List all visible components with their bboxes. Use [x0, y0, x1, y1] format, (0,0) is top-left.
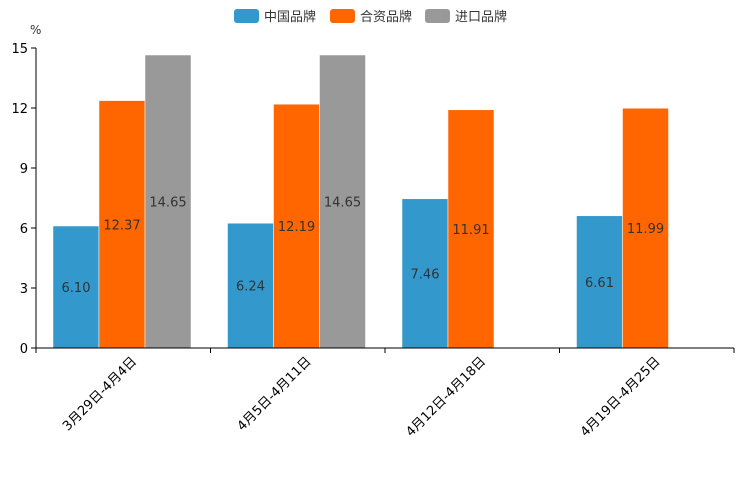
bar[interactable] [401, 198, 449, 349]
bar[interactable] [144, 54, 192, 349]
legend-label: 中国品牌 [264, 9, 316, 25]
legend-item[interactable]: 中国品牌 [234, 9, 316, 25]
bar[interactable] [576, 215, 623, 349]
bar-value-label: 12.19 [278, 220, 315, 235]
bar-value-label: 7.46 [411, 267, 440, 282]
x-axis: 3月29日-4月4日 4月5日-4月11日 4月12日-4月18日 4月19日-4月2… [35, 347, 735, 440]
bar[interactable] [622, 107, 669, 349]
bar-value-label: 6.10 [62, 281, 91, 296]
bar[interactable] [98, 100, 146, 349]
legend: 中国品牌 合资品牌 进口品牌 [234, 9, 507, 25]
y-axis-unit-label: % [30, 23, 41, 37]
x-tick-label: 3月29日-4月4日 [60, 354, 140, 434]
bar-value-label: 6.61 [585, 276, 614, 291]
legend-swatch [425, 9, 450, 23]
legend-swatch [234, 9, 259, 23]
bar[interactable] [227, 222, 274, 349]
y-axis: 0 3 6 9 12 15 [11, 42, 37, 357]
y-tick-label: 0 [20, 342, 28, 357]
x-tick-label: 4月19日-4月25日 [578, 354, 664, 440]
y-tick-label: 9 [20, 162, 28, 177]
bar[interactable] [319, 54, 366, 349]
bar-value-label: 11.91 [452, 223, 489, 238]
bar-value-label: 12.37 [103, 218, 140, 233]
bar-value-label: 11.99 [627, 222, 664, 237]
bar-group: 6.10 12.37 14.65 6.24 12.19 14.65 7.46 11.91 6.6… [52, 54, 669, 349]
legend-swatch [330, 9, 355, 23]
y-tick-label: 12 [11, 102, 28, 117]
y-tick-label: 3 [20, 282, 28, 297]
legend-item[interactable]: 合资品牌 [330, 9, 412, 25]
y-tick-label: 6 [20, 222, 28, 237]
legend-label: 合资品牌 [360, 9, 412, 25]
bar-value-label: 6.24 [236, 280, 265, 295]
bar-value-label: 14.65 [149, 196, 186, 211]
bar[interactable] [447, 109, 495, 349]
legend-item[interactable]: 进口品牌 [425, 9, 507, 25]
x-tick-label: 4月12日-4月18日 [403, 354, 489, 440]
legend-label: 进口品牌 [455, 9, 507, 25]
y-tick-label: 15 [11, 42, 28, 57]
x-tick-label: 4月5日-4月11日 [235, 354, 315, 434]
bar[interactable] [273, 103, 320, 349]
bar-value-label: 14.65 [324, 196, 361, 211]
